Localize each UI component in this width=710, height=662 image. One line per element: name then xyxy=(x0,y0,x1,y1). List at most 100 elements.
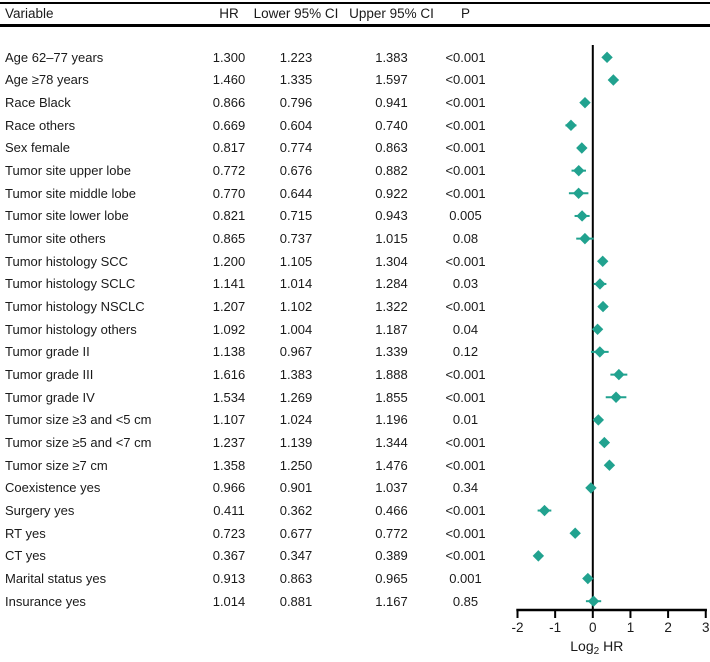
cell-upper-ci: 0.941 xyxy=(375,95,408,111)
cell-hr: 1.200 xyxy=(212,253,246,269)
cell-lower-ci: 0.774 xyxy=(279,140,313,156)
hr-diamond xyxy=(569,527,581,539)
cell-hr: 1.358 xyxy=(212,457,246,473)
table-row: Age ≥78 years 1.460 1.335 1.597 <0.001 xyxy=(0,69,487,92)
table-body: Age 62–77 years 1.300 1.223 1.383 <0.001… xyxy=(0,46,487,612)
cell-upper-ci: 1.304 xyxy=(375,253,408,269)
x-axis-title: Log2 HR xyxy=(570,638,623,657)
header-upper-ci: Upper 95% CI xyxy=(349,6,434,21)
table-row: Marital status yes 0.913 0.863 0.965 0.0… xyxy=(0,567,487,590)
cell-p-value: 0.12 xyxy=(452,344,479,360)
hr-diamond xyxy=(572,187,585,200)
hr-diamond xyxy=(592,414,605,426)
cell-variable: Tumor histology NSCLC xyxy=(5,299,145,315)
cell-p-value: 0.01 xyxy=(452,412,479,428)
cell-lower-ci: 0.362 xyxy=(279,502,313,518)
cell-p-value: <0.001 xyxy=(445,140,486,156)
cell-variable: Tumor size ≥5 and <7 cm xyxy=(5,434,152,450)
header-lower-ci: Lower 95% CI xyxy=(253,6,339,21)
cell-p-value: <0.001 xyxy=(445,389,486,405)
cell-upper-ci: 1.383 xyxy=(375,49,408,65)
cell-variable: Age ≥78 years xyxy=(5,72,89,88)
cell-hr: 1.237 xyxy=(212,434,246,450)
table-row: Tumor histology NSCLC 1.207 1.102 1.322 … xyxy=(0,295,487,318)
cell-variable: Tumor site lower lobe xyxy=(5,208,129,224)
cell-p-value: 0.03 xyxy=(452,276,479,292)
cell-variable: Tumor histology SCC xyxy=(5,253,129,269)
hr-diamond xyxy=(576,142,588,154)
table-row: Tumor site middle lobe 0.770 0.644 0.922… xyxy=(0,182,487,205)
cell-upper-ci: 1.855 xyxy=(375,389,408,405)
cell-lower-ci: 0.644 xyxy=(279,185,313,201)
hr-diamond xyxy=(610,391,622,403)
cell-variable: Marital status yes xyxy=(5,570,107,586)
cell-variable: Tumor size ≥7 cm xyxy=(5,457,108,473)
cell-p-value: <0.001 xyxy=(445,117,486,133)
cell-hr: 0.821 xyxy=(212,208,246,224)
hr-diamond xyxy=(579,96,591,109)
table-row: Tumor grade III 1.616 1.383 1.888 <0.001 xyxy=(0,363,487,386)
cell-variable: Coexistence yes xyxy=(5,480,101,496)
cell-p-value: <0.001 xyxy=(445,548,486,564)
table-row: Race others 0.669 0.604 0.740 <0.001 xyxy=(0,114,487,137)
cell-upper-ci: 0.922 xyxy=(375,185,408,201)
cell-p-value: 0.85 xyxy=(452,593,479,609)
cell-upper-ci: 0.389 xyxy=(375,548,408,564)
hr-diamond xyxy=(532,550,545,562)
cell-hr: 0.411 xyxy=(213,502,245,518)
hr-diamond xyxy=(597,300,609,313)
cell-lower-ci: 1.004 xyxy=(279,321,313,337)
cell-hr: 0.913 xyxy=(212,570,246,586)
cell-hr: 1.616 xyxy=(212,367,246,383)
cell-variable: Tumor site others xyxy=(5,231,106,247)
cell-p-value: 0.34 xyxy=(452,480,479,496)
hr-diamond xyxy=(565,119,577,132)
table-top-rule xyxy=(0,2,710,4)
hr-diamond xyxy=(613,368,625,381)
table-row: Tumor histology others 1.092 1.004 1.187… xyxy=(0,318,487,341)
table-row: Tumor histology SCLC 1.141 1.014 1.284 0… xyxy=(0,273,487,296)
cell-p-value: <0.001 xyxy=(445,434,486,450)
cell-upper-ci: 1.037 xyxy=(375,480,408,496)
table-row: Tumor site lower lobe 0.821 0.715 0.943 … xyxy=(0,205,487,228)
cell-hr: 0.669 xyxy=(212,117,246,133)
table-row: Insurance yes 1.014 0.881 1.167 0.85 xyxy=(0,590,487,613)
cell-hr: 1.141 xyxy=(212,276,246,292)
cell-upper-ci: 0.965 xyxy=(375,570,408,586)
cell-lower-ci: 1.024 xyxy=(279,412,313,428)
cell-lower-ci: 0.901 xyxy=(279,480,313,496)
cell-variable: Age 62–77 years xyxy=(5,49,104,65)
cell-upper-ci: 1.167 xyxy=(375,593,408,609)
cell-lower-ci: 1.250 xyxy=(279,457,313,473)
table-row: Tumor size ≥5 and <7 cm 1.237 1.139 1.34… xyxy=(0,431,487,454)
cell-variable: Insurance yes xyxy=(5,593,86,609)
cell-hr: 0.817 xyxy=(212,140,246,156)
cell-p-value: 0.04 xyxy=(452,321,479,337)
hr-diamond xyxy=(603,459,616,471)
hr-diamond xyxy=(579,232,591,245)
cell-p-value: <0.001 xyxy=(445,95,486,111)
table-row: Coexistence yes 0.966 0.901 1.037 0.34 xyxy=(0,476,487,499)
cell-p-value: <0.001 xyxy=(445,299,486,315)
table-row: Tumor size ≥7 cm 1.358 1.250 1.476 <0.00… xyxy=(0,454,487,477)
cell-hr: 0.772 xyxy=(212,163,246,179)
header-hr: HR xyxy=(219,6,239,21)
cell-lower-ci: 0.604 xyxy=(279,117,313,133)
cell-variable: Tumor grade II xyxy=(5,344,90,360)
hr-diamond xyxy=(591,323,604,335)
hr-diamond xyxy=(594,346,606,358)
cell-upper-ci: 1.597 xyxy=(375,72,408,88)
hr-diamond xyxy=(598,436,611,449)
x-tick-label: 0 xyxy=(589,620,597,635)
table-row: Tumor grade IV 1.534 1.269 1.855 <0.001 xyxy=(0,386,487,409)
hr-diamond xyxy=(585,482,597,494)
table-header-rule xyxy=(0,24,710,27)
cell-lower-ci: 0.881 xyxy=(279,593,313,609)
x-tick-label: 3 xyxy=(702,620,710,635)
cell-variable: Tumor site middle lobe xyxy=(5,185,137,201)
table-row: Tumor site others 0.865 0.737 1.015 0.08 xyxy=(0,227,487,250)
cell-lower-ci: 1.383 xyxy=(279,367,313,383)
cell-p-value: <0.001 xyxy=(445,525,486,541)
hr-diamond xyxy=(576,210,588,222)
table-row: Age 62–77 years 1.300 1.223 1.383 <0.001 xyxy=(0,46,487,69)
